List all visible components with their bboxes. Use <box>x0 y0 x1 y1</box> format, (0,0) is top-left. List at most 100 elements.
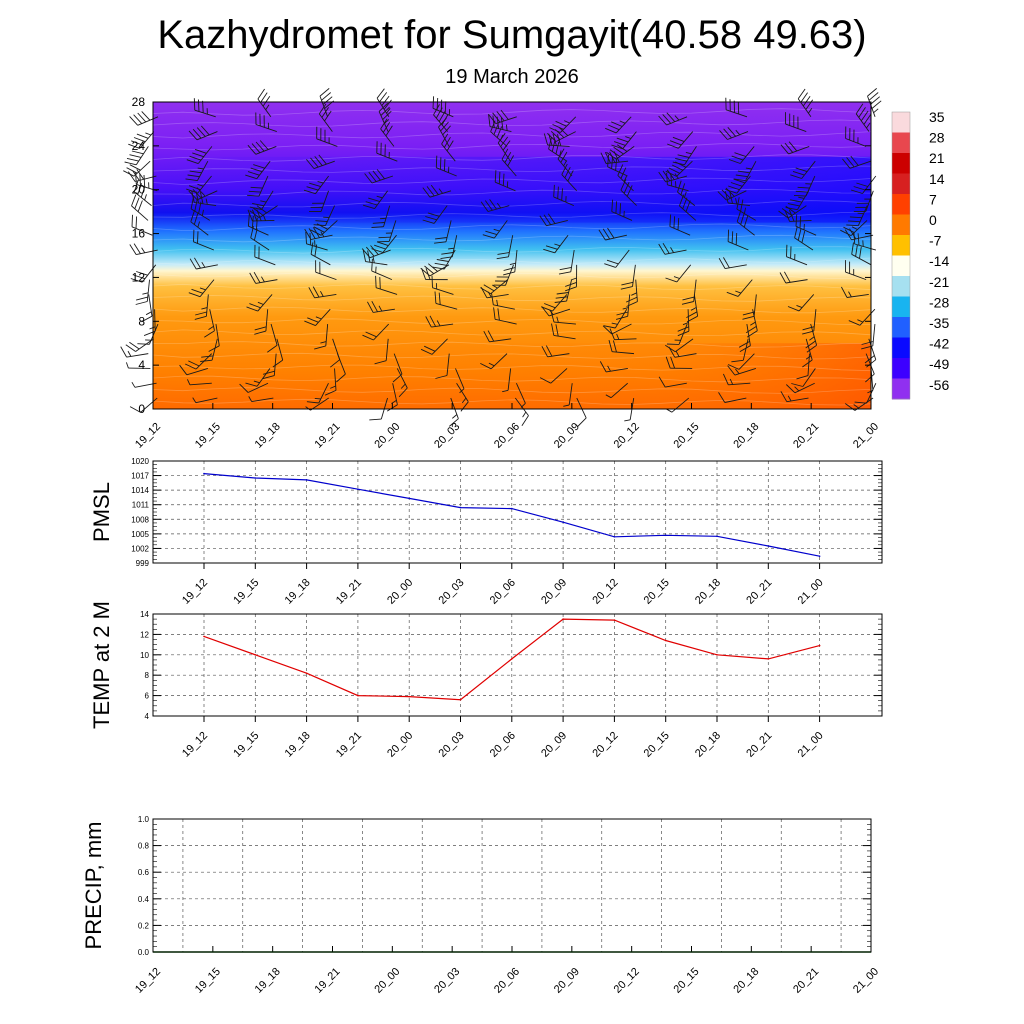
barb-flag <box>609 149 621 157</box>
y-tick-label: 24 <box>132 139 146 153</box>
barb-shaft <box>332 338 341 360</box>
barb-flag <box>554 300 567 303</box>
barb-flag <box>257 301 264 305</box>
barb-shaft <box>133 160 151 177</box>
barb-flag <box>492 115 495 128</box>
barb-shaft <box>148 323 159 345</box>
barb-flag <box>785 205 796 214</box>
barb-flag <box>127 350 132 357</box>
barb-flag <box>501 148 509 160</box>
axis-title-precip: PRECIP, mm <box>81 822 106 950</box>
barb-flag <box>796 304 803 309</box>
barb-flag <box>555 324 559 337</box>
barb-flag <box>616 333 620 340</box>
barb-flag <box>494 170 497 183</box>
barb-flag <box>509 262 516 266</box>
wind-barb <box>493 307 517 325</box>
x-tick-label: 19_18 <box>253 421 283 451</box>
barb-flag <box>496 111 505 122</box>
barb-shaft <box>553 334 576 340</box>
barb-shaft <box>851 253 872 266</box>
wind-barb <box>137 323 159 345</box>
barb-flag <box>239 383 249 393</box>
wind-barb <box>186 175 212 194</box>
barb-shaft <box>622 131 637 150</box>
data-point <box>716 654 718 656</box>
contour-line <box>152 329 872 337</box>
barb-shaft <box>495 318 517 325</box>
wind-barb <box>129 243 158 256</box>
barb-flag <box>253 271 261 283</box>
barb-flag <box>621 281 634 286</box>
barb-flag <box>130 278 143 283</box>
wind-barb <box>541 345 570 358</box>
barb-flag <box>493 123 499 135</box>
barb-flag <box>133 114 143 124</box>
barb-flag <box>668 167 680 174</box>
contour-line <box>152 177 872 185</box>
barb-shaft <box>508 235 514 257</box>
barb-flag <box>129 244 137 255</box>
colorbar-label: -14 <box>929 253 949 269</box>
barb-flag <box>780 391 788 402</box>
wind-barb <box>726 279 753 297</box>
barb-flag <box>673 216 676 229</box>
wind-barb <box>247 214 269 236</box>
barb-flag <box>201 261 206 268</box>
data-point <box>459 698 462 701</box>
wind-barb <box>239 382 269 393</box>
barb-shaft <box>258 175 269 197</box>
barb-flag <box>802 95 811 107</box>
barb-flag <box>863 114 872 125</box>
barb-flag <box>682 321 689 326</box>
wind-barb <box>303 175 329 195</box>
barb-shaft <box>490 279 508 295</box>
wind-barb <box>305 397 329 411</box>
barb-flag <box>658 376 666 388</box>
barb-flag <box>723 257 730 269</box>
wind-barb <box>306 154 335 170</box>
barb-flag <box>658 115 667 126</box>
wind-barb <box>600 151 629 164</box>
wind-barb <box>367 300 395 313</box>
barb-flag <box>742 315 755 320</box>
barb-flag <box>131 194 137 207</box>
barb-flag <box>310 229 322 236</box>
barb-flag <box>743 207 747 214</box>
x-tick-label: 20_21 <box>744 730 774 760</box>
barb-shaft <box>845 138 867 147</box>
wind-barb <box>308 286 337 299</box>
x-tick-label: 19_15 <box>193 966 223 996</box>
barb-flag <box>496 256 509 260</box>
barb-shaft <box>310 234 333 240</box>
barb-flag <box>194 199 198 212</box>
wind-barb <box>725 175 751 194</box>
wind-barb <box>558 249 575 275</box>
barb-flag <box>362 334 374 341</box>
barb-flag <box>189 170 202 174</box>
barb-flag <box>187 174 200 178</box>
barb-shaft <box>259 205 278 219</box>
barb-flag <box>500 109 509 120</box>
barb-flag <box>625 296 638 303</box>
barb-flag <box>520 402 526 408</box>
barb-flag <box>738 341 750 348</box>
barb-flag <box>498 171 501 184</box>
barb-flag <box>728 159 741 164</box>
barb-flag <box>195 311 207 316</box>
x-tick-label: 20_00 <box>385 577 415 607</box>
barb-shaft <box>436 167 457 177</box>
barb-flag <box>480 287 491 295</box>
barb-flag <box>131 214 133 227</box>
barb-flag <box>867 88 877 97</box>
wind-barb <box>371 205 391 228</box>
barb-flag <box>560 151 568 163</box>
data-point <box>305 672 308 674</box>
wind-barb <box>617 164 634 192</box>
barb-flag <box>795 167 808 173</box>
contour-line <box>152 272 872 280</box>
barb-flag <box>201 355 214 358</box>
wind-barb <box>316 126 338 147</box>
barb-flag <box>255 141 265 152</box>
barb-flag <box>126 167 138 174</box>
